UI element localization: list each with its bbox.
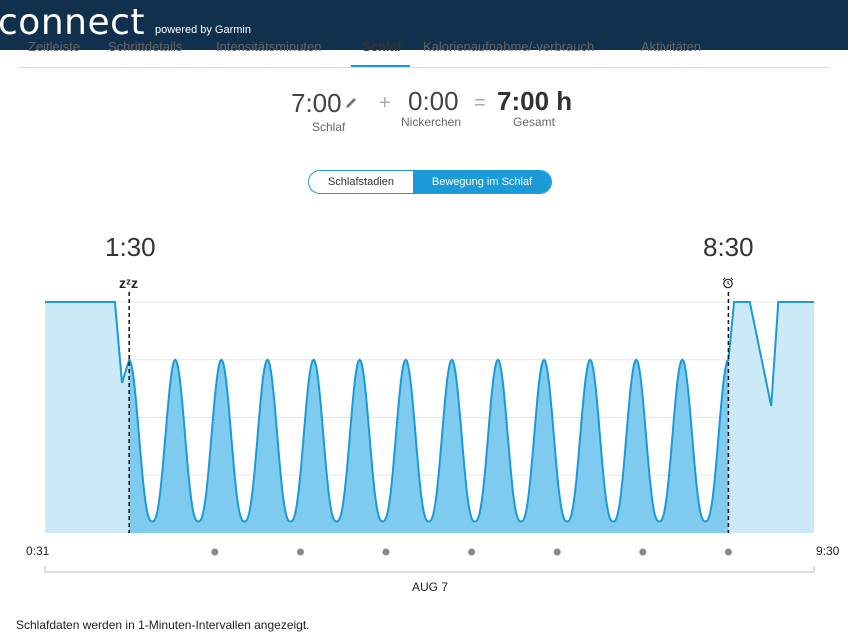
sleep-duration-value[interactable]: 7:00 (291, 88, 342, 118)
hour-tick-dot (211, 548, 219, 556)
tab-bar: Zeitleiste Schrittdetails Intensitätsmin… (0, 40, 848, 68)
tab-intensitaetsminuten[interactable]: Intensitätsminuten (216, 40, 322, 54)
toggle-schlafstadien[interactable]: Schlafstadien (309, 171, 413, 193)
nap-label: Nickerchen (401, 115, 462, 129)
plus-sign: + (379, 92, 391, 114)
sleep-movement-area (129, 359, 729, 533)
x-axis-start-label: 0:31 (26, 544, 50, 558)
sleep-summary: 7:00 Schlaf + 0:00 Nickerchen = 7:00 h G… (0, 84, 848, 144)
sleep-end-time: 8:30 (703, 232, 754, 262)
sleep-start-time: 1:30 (105, 232, 156, 262)
top-bar: connect powered by Garmin (0, 0, 848, 50)
equals-sign: = (474, 92, 486, 114)
alarm-clock-icon (722, 277, 734, 289)
post-sleep-area (728, 302, 814, 533)
pre-sleep-area (45, 302, 130, 533)
tab-schrittdetails[interactable]: Schrittdetails (108, 40, 183, 54)
hour-tick-dot (296, 548, 304, 556)
chart-grid (45, 301, 814, 476)
tab-zeitleiste[interactable]: Zeitleiste (28, 40, 81, 54)
toggle-bewegung-im-schlaf[interactable]: Bewegung im Schlaf (413, 171, 551, 193)
total-label: Gesamt (513, 115, 556, 129)
footnote: Schlafdaten werden in 1-Minuten-Interval… (16, 618, 310, 632)
hour-tick-dot (382, 548, 390, 556)
sleep-movement-chart (44, 292, 815, 573)
sleep-view-toggle: Schlafstadien Bewegung im Schlaf (308, 170, 552, 194)
sleep-label: Schlaf (312, 120, 346, 134)
tab-schlaf[interactable]: Schlaf (362, 40, 402, 54)
active-tab-indicator (351, 65, 410, 67)
hour-tick-dot (639, 548, 647, 556)
nap-duration-value: 0:00 (408, 86, 459, 116)
date-label: AUG 7 (412, 580, 449, 594)
hour-tick-dots (211, 548, 732, 556)
garmin-connect-logo[interactable]: connect (0, 2, 146, 43)
tab-aktivitaeten[interactable]: Aktivitäten (641, 40, 701, 54)
total-duration-value: 7:00 h (497, 86, 573, 116)
date-axis-bracket (44, 566, 815, 573)
hour-tick-dot (553, 548, 561, 556)
tab-kalorien[interactable]: Kalorienaufnahme/-verbrauch (423, 40, 595, 54)
edit-pencil-icon[interactable] (344, 96, 358, 110)
zzz-sleep-icon: zᶻz (119, 275, 139, 291)
x-axis-end-label: 9:30 (816, 544, 840, 558)
powered-by-text: powered by Garmin (155, 24, 251, 36)
movement-line (45, 301, 814, 523)
hour-tick-dot (468, 548, 476, 556)
hour-tick-dot (724, 548, 732, 556)
tab-divider (18, 67, 830, 68)
